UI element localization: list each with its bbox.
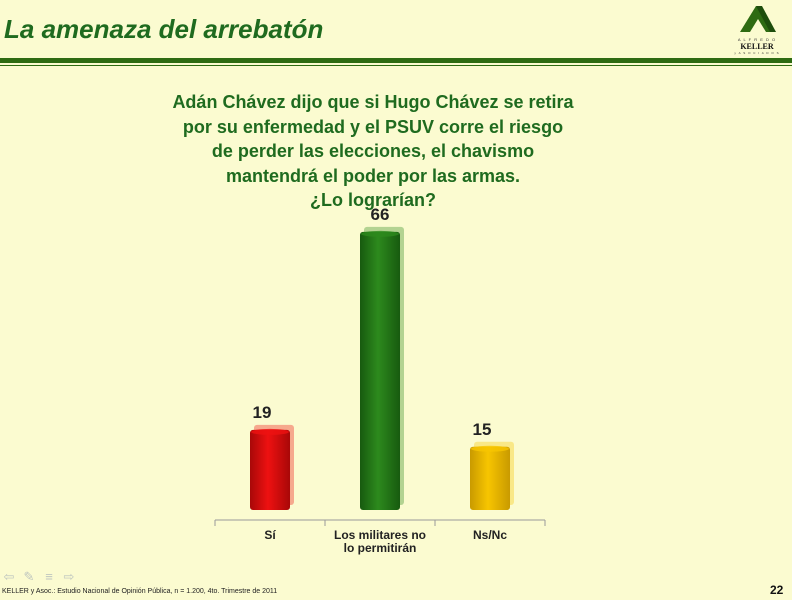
bar-top [471,445,509,452]
data-label: 15 [473,420,492,439]
category-label: Ns/Nc [473,528,507,542]
question-line: de perder las elecciones, el chavismo [211,141,535,161]
logo-name: KELLER [740,42,774,51]
question-line: mantendrá el poder por las armas. [225,165,521,186]
question-line: por su enfermedad y el PSUV corre el rie… [182,116,564,137]
category-label: Los militares no [334,528,426,542]
data-label: 19 [253,403,272,422]
forward-arrow-icon[interactable]: ⇨ [63,569,75,584]
back-arrow-icon[interactable]: ⇦ [3,569,15,584]
data-label: 66 [371,205,390,224]
bar-0 [250,429,290,510]
logo-triangle-icon [740,6,776,32]
bar-top [361,230,399,237]
question-line: ¿Lo lograrían? [310,190,436,210]
logo-sub-text: y A S O C I A D O S [734,51,780,55]
page-number: 22 [770,583,784,597]
menu-icon[interactable]: ≡ [45,569,53,584]
source-note: KELLER y Asoc.: Estudio Nacional de Opin… [2,588,278,595]
pencil-icon[interactable]: ✎ [23,569,35,584]
bar-top [251,428,289,435]
title-rule [0,58,792,63]
keller-logo: A L F R E D O KELLER y A S O C I A D O S [732,4,782,56]
slide-title: La amenaza del arrebatón [4,14,324,44]
category-label: Sí [264,528,276,542]
slide-navigation: ⇦ ✎ ≡ ⇨ [2,570,76,584]
bar-2 [470,446,510,510]
category-label: lo permitirán [344,541,417,555]
logo-top-text: A L F R E D O [737,37,777,42]
survey-question: Adán Chávez dijo que si Hugo Chávez se r… [100,90,646,213]
question-line: Adán Chávez dijo que si Hugo Chávez se r… [172,92,574,112]
bar-1 [360,231,400,510]
title-rule-thin [0,65,792,66]
